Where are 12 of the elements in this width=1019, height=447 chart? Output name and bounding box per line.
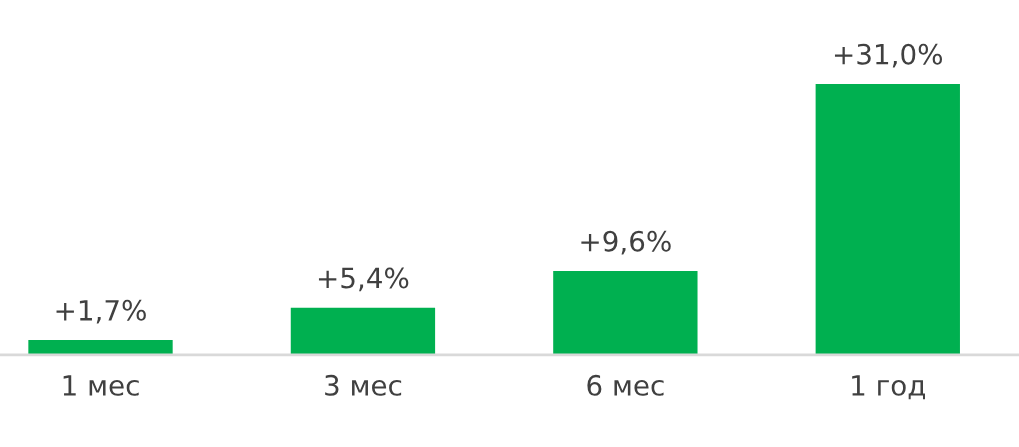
data-label: +31,0% xyxy=(834,43,943,68)
x-tick-label: 1 год xyxy=(852,375,925,400)
data-label: +5,4% xyxy=(318,267,409,292)
bar xyxy=(553,271,698,355)
x-tick-label: 6 мес xyxy=(587,374,664,396)
x-tick-label: 3 мес xyxy=(325,374,402,396)
bar xyxy=(815,83,960,355)
data-label: +1,7% xyxy=(56,299,146,324)
data-label: +9,6% xyxy=(581,230,671,255)
bar xyxy=(290,307,436,355)
x-tick-label: 1 мес xyxy=(63,375,139,396)
bar xyxy=(28,340,173,355)
